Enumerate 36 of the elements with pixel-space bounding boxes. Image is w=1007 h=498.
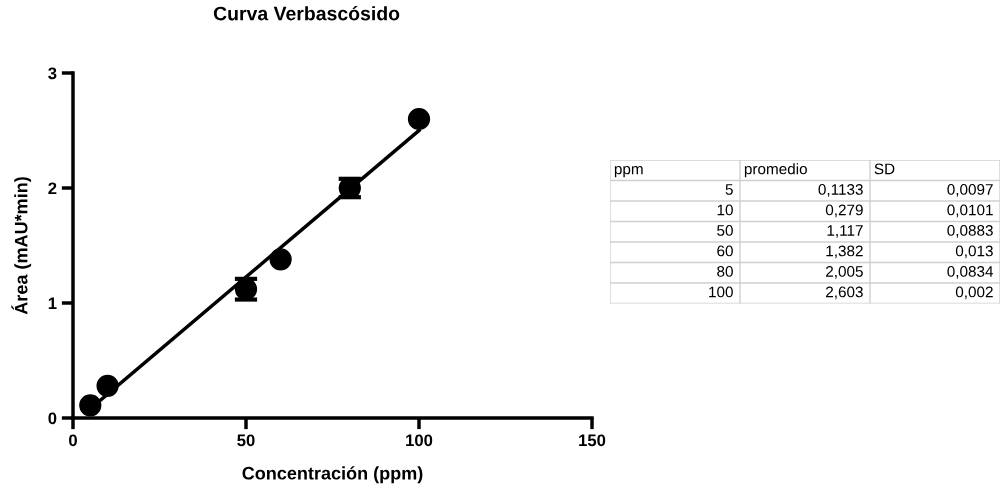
text: 80 [717,266,733,277]
y-tick-label: 2 [48,182,57,195]
text: 2,005 [826,266,863,279]
point [96,374,119,397]
text: 0,0883 [947,225,993,238]
y-tick-label: 3 [48,67,57,80]
text: 0,0101 [947,204,993,218]
text: 0,002 [955,286,993,300]
text: 10 [717,204,733,216]
point [407,107,431,131]
text: 50 [717,225,733,236]
x-tick-label: 100 [406,434,433,447]
text: 100 [709,286,733,298]
text: 0,0097 [947,184,993,197]
text: 0,279 [825,204,863,218]
y-tick-label: 0 [48,412,57,425]
text: SD [874,163,895,175]
point [269,248,292,271]
text: 1,117 [827,225,863,238]
text: 0,1133 [818,184,863,197]
text: 0,013 [955,245,993,259]
x-tick-label: 150 [579,434,606,447]
text: 1,382 [826,245,863,259]
x-axis-title: Concentración (ppm) [242,466,423,484]
x-tick-label: 0 [69,434,77,447]
x-tick-label: 50 [237,434,255,447]
text: 5 [725,184,733,195]
text: 0,0834 [947,266,994,279]
text: promedio [744,163,807,178]
text: 2,603 [826,286,863,300]
y-axis-title: Área (mAU*min) [11,177,32,315]
text: ppm [614,165,643,178]
text: 60 [717,245,733,257]
point [79,394,102,417]
y-tick-label: 1 [48,297,57,310]
chart-title: Curva Verbascósido [213,5,400,21]
